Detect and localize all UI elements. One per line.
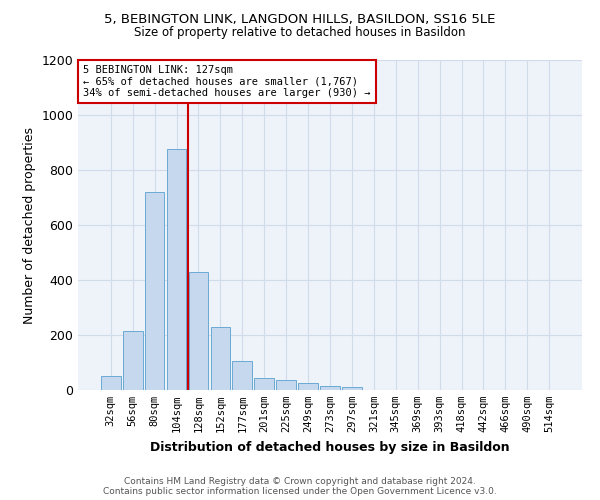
Bar [254, 378, 274, 390]
Text: Contains HM Land Registry data © Crown copyright and database right 2024.
Contai: Contains HM Land Registry data © Crown c… [103, 476, 497, 496]
Bar [123, 331, 143, 390]
Y-axis label: Number of detached properties: Number of detached properties [23, 126, 36, 324]
Bar [101, 376, 121, 390]
Text: 5, BEBINGTON LINK, LANGDON HILLS, BASILDON, SS16 5LE: 5, BEBINGTON LINK, LANGDON HILLS, BASILD… [104, 12, 496, 26]
X-axis label: Distribution of detached houses by size in Basildon: Distribution of detached houses by size … [150, 440, 510, 454]
Bar [232, 361, 252, 390]
Text: Size of property relative to detached houses in Basildon: Size of property relative to detached ho… [134, 26, 466, 39]
Text: 5 BEBINGTON LINK: 127sqm
← 65% of detached houses are smaller (1,767)
34% of sem: 5 BEBINGTON LINK: 127sqm ← 65% of detach… [83, 65, 371, 98]
Bar [167, 150, 187, 390]
Bar [211, 327, 230, 390]
Bar [342, 387, 362, 390]
Bar [276, 380, 296, 390]
Bar [188, 272, 208, 390]
Bar [145, 192, 164, 390]
Bar [298, 383, 318, 390]
Bar [320, 386, 340, 390]
